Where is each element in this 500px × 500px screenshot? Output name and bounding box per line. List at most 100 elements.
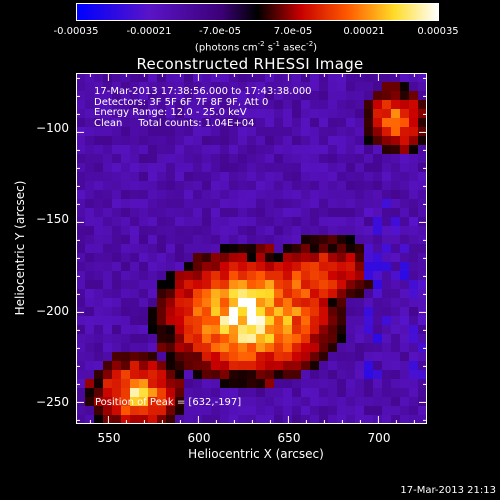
heatmap-cell (373, 226, 383, 236)
heatmap-cell (265, 397, 275, 407)
heatmap-cell (220, 127, 230, 137)
heatmap-cell (292, 289, 302, 299)
heatmap-cell (301, 82, 311, 92)
heatmap-cell (418, 334, 427, 344)
heatmap-cell (202, 316, 212, 326)
heatmap-cell (166, 325, 176, 335)
heatmap-cell (247, 73, 257, 83)
heatmap-cell (346, 91, 356, 101)
heatmap-cell (112, 73, 122, 83)
heatmap-cell (283, 226, 293, 236)
heatmap-cell (148, 262, 158, 272)
heatmap-cell (193, 235, 203, 245)
heatmap-cell (247, 226, 257, 236)
heatmap-cell (337, 343, 347, 353)
heatmap-cell (364, 397, 374, 407)
heatmap-cell (409, 118, 419, 128)
heatmap-cell (193, 199, 203, 209)
heatmap-cell (400, 127, 410, 137)
peak-position-text: Position of Peak = [632,-197] (95, 397, 242, 408)
heatmap-cell (238, 127, 248, 137)
heatmap-cell (238, 244, 248, 254)
heatmap-cell (355, 334, 365, 344)
heatmap-cell (121, 397, 131, 407)
heatmap-cell (292, 109, 302, 119)
heatmap-cell (112, 370, 122, 380)
heatmap-cell (112, 226, 122, 236)
heatmap-cell (157, 253, 167, 263)
heatmap-cell (148, 334, 158, 344)
heatmap-cell (76, 91, 86, 101)
heatmap-cell (121, 262, 131, 272)
heatmap-cell (139, 415, 149, 424)
heatmap-cell (166, 289, 176, 299)
heatmap-cell (364, 82, 374, 92)
heatmap-cell (274, 325, 284, 335)
heatmap-cell (94, 190, 104, 200)
heatmap-cell (265, 388, 275, 398)
heatmap-cell (238, 280, 248, 290)
heatmap-cell (166, 118, 176, 128)
heatmap-cell (211, 145, 221, 155)
heatmap-cell (409, 217, 419, 227)
heatmap-cell (283, 280, 293, 290)
heatmap-cell (256, 397, 266, 407)
heatmap-cell (166, 379, 176, 389)
heatmap-cell (157, 271, 167, 281)
heatmap-cell (121, 199, 131, 209)
heatmap-cell (292, 226, 302, 236)
heatmap-cell (148, 325, 158, 335)
heatmap-cell (274, 73, 284, 83)
heatmap-cell (94, 316, 104, 326)
heatmap-cell (346, 172, 356, 182)
heatmap-cell (265, 73, 275, 83)
heatmap-cell (391, 352, 401, 362)
heatmap-cell (265, 334, 275, 344)
heatmap-cell (193, 361, 203, 371)
heatmap-cell (256, 145, 266, 155)
heatmap-cell (256, 253, 266, 263)
heatmap-cell (184, 406, 194, 416)
heatmap-cell (283, 262, 293, 272)
heatmap-cell (373, 118, 383, 128)
heatmap-cell (328, 199, 338, 209)
heatmap-cell (346, 199, 356, 209)
heatmap-cell (94, 172, 104, 182)
heatmap-cell (328, 136, 338, 146)
detectors-text: Detectors: 3F 5F 6F 7F 8F 9F, Att 0 (94, 96, 269, 108)
heatmap-cell (238, 82, 248, 92)
heatmap-cell (337, 352, 347, 362)
heatmap-cell (157, 208, 167, 218)
heatmap-cell (157, 316, 167, 326)
heatmap-cell (175, 343, 185, 353)
heatmap-cell (157, 361, 167, 371)
heatmap-cell (292, 136, 302, 146)
heatmap-cell (211, 352, 221, 362)
heatmap-cell (409, 172, 419, 182)
heatmap-cell (103, 127, 113, 137)
heatmap-cell (148, 361, 158, 371)
heatmap-cell (184, 82, 194, 92)
heatmap-cell (229, 352, 239, 362)
heatmap-cell (256, 199, 266, 209)
heatmap-cell (112, 217, 122, 227)
heatmap-cell (121, 154, 131, 164)
heatmap-cell (319, 343, 329, 353)
heatmap-cell (238, 163, 248, 173)
heatmap-cell (130, 163, 140, 173)
heatmap-cell (247, 136, 257, 146)
heatmap-cell (283, 172, 293, 182)
heatmap-cell (400, 307, 410, 317)
heatmap-cell (337, 127, 347, 137)
heatmap-cell (184, 217, 194, 227)
heatmap-cell (121, 235, 131, 245)
heatmap-cell (229, 289, 239, 299)
heatmap-cell (418, 370, 427, 380)
heatmap-cell (265, 136, 275, 146)
heatmap-cell (247, 154, 257, 164)
heatmap-cell (157, 145, 167, 155)
heatmap-cell (328, 298, 338, 308)
heatmap-cell (211, 415, 221, 424)
heatmap-cell (85, 397, 95, 407)
heatmap-cell (382, 289, 392, 299)
